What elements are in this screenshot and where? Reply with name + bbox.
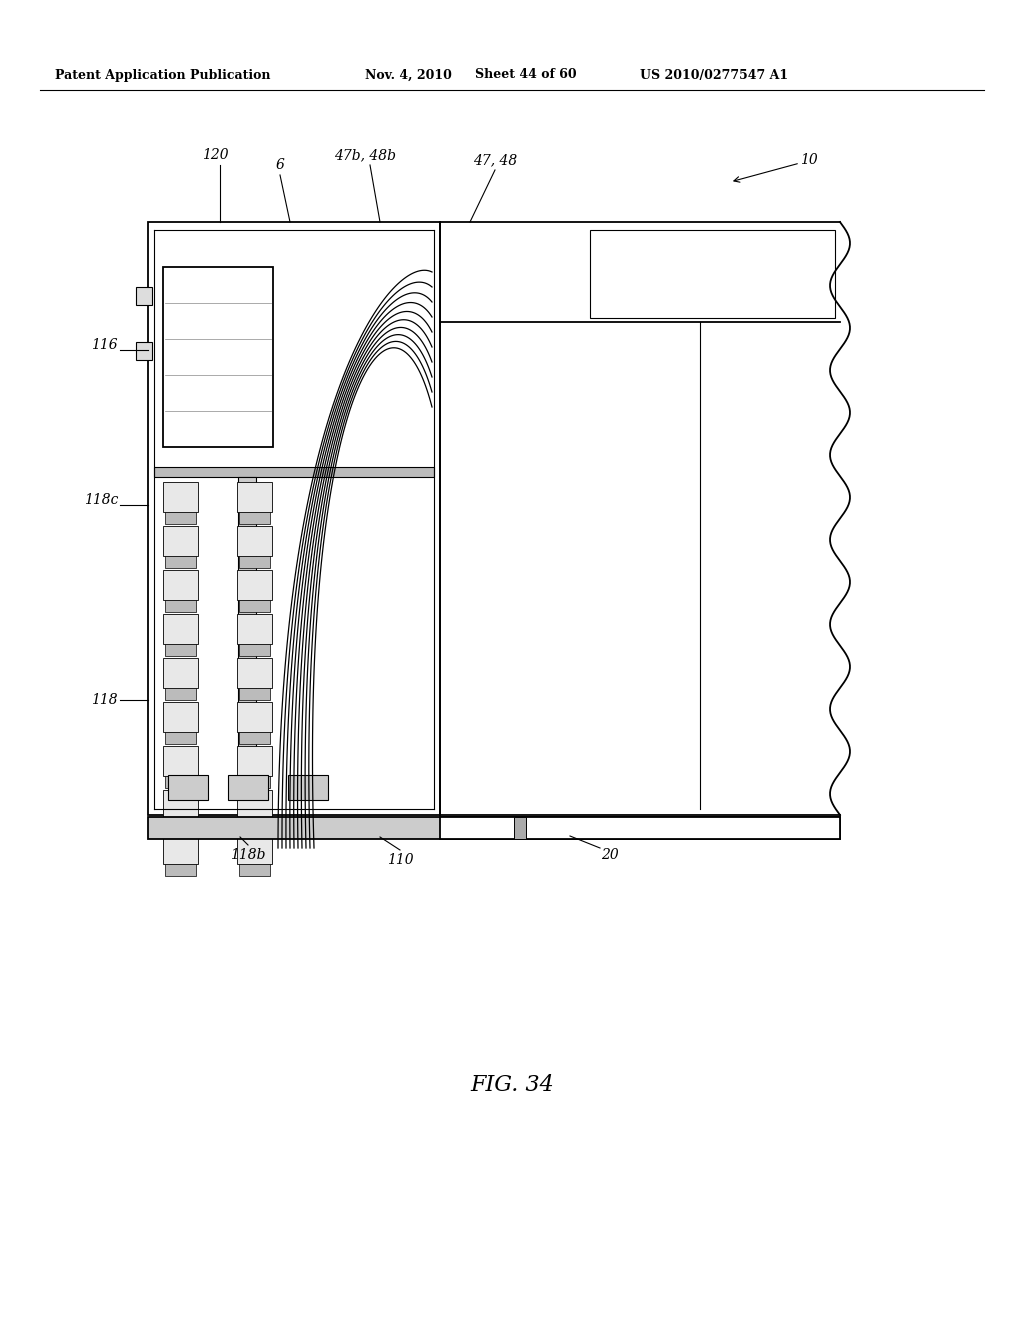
Bar — [136, 286, 152, 305]
Bar — [239, 776, 270, 788]
Text: Patent Application Publication: Patent Application Publication — [55, 69, 270, 82]
Bar — [237, 834, 272, 865]
Text: 10: 10 — [800, 153, 818, 168]
Text: FIG. 34: FIG. 34 — [470, 1074, 554, 1096]
Text: 118c: 118c — [84, 492, 118, 507]
Bar — [154, 467, 434, 477]
Bar — [163, 746, 198, 776]
Bar — [163, 702, 198, 733]
Text: 47, 48: 47, 48 — [473, 153, 517, 168]
Bar — [238, 477, 256, 795]
Bar — [165, 556, 196, 568]
Bar — [239, 733, 270, 744]
Text: 116: 116 — [91, 338, 118, 352]
Bar — [239, 820, 270, 832]
Text: 20: 20 — [601, 847, 618, 862]
Bar — [163, 267, 273, 447]
Bar — [165, 776, 196, 788]
Bar — [165, 601, 196, 612]
Bar — [237, 482, 272, 512]
Bar — [168, 775, 208, 800]
Bar — [165, 688, 196, 700]
Bar — [165, 644, 196, 656]
Bar — [239, 556, 270, 568]
Bar — [590, 230, 835, 318]
Bar — [165, 865, 196, 876]
Bar — [163, 482, 198, 512]
Bar — [163, 525, 198, 556]
Text: 6: 6 — [275, 158, 285, 172]
Bar — [239, 688, 270, 700]
Text: 47b, 48b: 47b, 48b — [334, 148, 396, 162]
Bar — [148, 222, 440, 814]
Bar — [136, 342, 152, 360]
Bar — [237, 789, 272, 820]
Bar — [239, 865, 270, 876]
Bar — [163, 614, 198, 644]
Bar — [237, 746, 272, 776]
Text: 110: 110 — [387, 853, 414, 867]
Bar — [239, 512, 270, 524]
Bar — [165, 820, 196, 832]
Text: 120: 120 — [202, 148, 228, 162]
Bar — [163, 570, 198, 601]
Bar — [239, 601, 270, 612]
Bar — [237, 525, 272, 556]
Bar — [228, 775, 268, 800]
Bar — [237, 702, 272, 733]
Bar — [288, 775, 328, 800]
Bar — [165, 733, 196, 744]
Text: 118b: 118b — [230, 847, 266, 862]
Bar — [237, 570, 272, 601]
Bar — [237, 614, 272, 644]
Bar — [514, 817, 526, 840]
Text: Sheet 44 of 60: Sheet 44 of 60 — [475, 69, 577, 82]
Bar — [163, 789, 198, 820]
Bar — [440, 817, 840, 840]
Bar — [163, 834, 198, 865]
Text: Nov. 4, 2010: Nov. 4, 2010 — [365, 69, 452, 82]
Bar — [163, 657, 198, 688]
Bar — [237, 657, 272, 688]
Bar — [148, 817, 840, 840]
Text: 118: 118 — [91, 693, 118, 708]
Bar — [165, 512, 196, 524]
Text: US 2010/0277547 A1: US 2010/0277547 A1 — [640, 69, 788, 82]
Bar — [239, 644, 270, 656]
